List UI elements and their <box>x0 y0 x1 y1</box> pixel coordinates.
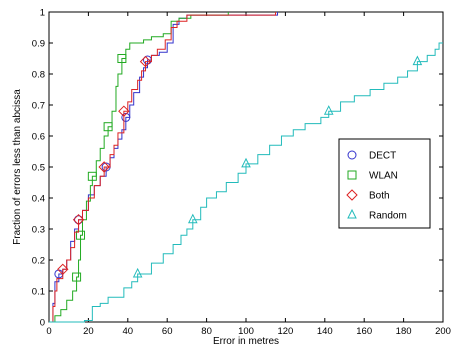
data-point-both <box>139 55 152 68</box>
x-tick-label: 60 <box>162 326 173 337</box>
legend-label-random: Random <box>369 211 407 222</box>
x-tick-label: 120 <box>277 326 293 337</box>
data-point-both <box>57 263 69 276</box>
legend-marker-wlan <box>347 170 357 180</box>
x-tick-label: 140 <box>317 326 333 337</box>
legend-marker-dect <box>347 150 357 160</box>
data-point-random <box>132 267 143 278</box>
legend-label-wlan: WLAN <box>369 171 398 182</box>
legend-marker-both <box>346 189 358 201</box>
data-point-random <box>323 105 334 115</box>
series-line-wlan <box>49 12 229 323</box>
data-point-dect <box>121 112 131 122</box>
x-tick-label: 80 <box>201 326 212 337</box>
legend: DECT WLAN Both Random <box>338 138 431 229</box>
data-point-both <box>98 161 110 173</box>
y-tick-label: 0.6 <box>32 132 45 143</box>
y-tick-label: 0.5 <box>32 163 45 174</box>
series-random <box>49 42 443 323</box>
data-point-both <box>72 213 85 226</box>
data-point-random <box>412 55 423 66</box>
y-tick-label: 0 <box>40 318 45 329</box>
data-point-both <box>118 105 130 117</box>
data-point-wlan <box>87 171 97 181</box>
axes: 0 20 40 60 80 100 120 140 160 180 200 0 0.1 0.2 0.3 0.4… <box>32 8 451 338</box>
data-point-random <box>188 213 198 224</box>
x-tick-label: 180 <box>396 326 412 337</box>
y-tick-label: 0.8 <box>32 70 45 81</box>
legend-marker-random <box>347 208 357 219</box>
series-layer <box>49 12 443 323</box>
series-line-both <box>49 12 277 323</box>
y-tick-label: 0.9 <box>32 39 45 50</box>
y-tick-label: 1 <box>40 8 45 19</box>
series-both <box>49 12 277 323</box>
x-tick-label: 20 <box>83 326 94 337</box>
data-point-wlan <box>117 54 127 63</box>
data-point-wlan <box>103 122 113 132</box>
y-tick-label: 0.4 <box>32 194 45 205</box>
y-tick-label: 0.7 <box>32 101 45 112</box>
legend-box <box>338 138 431 229</box>
data-point-random <box>241 157 251 168</box>
legend-label-both: Both <box>369 191 390 202</box>
x-tick-label: 160 <box>356 326 372 337</box>
x-tick-label: 100 <box>238 326 254 337</box>
y-axis-label: Fraction of errors less than abcissa <box>12 89 23 245</box>
x-tick-label: 0 <box>46 326 51 337</box>
legend-label-dect: DECT <box>369 151 396 162</box>
x-tick-label: 40 <box>123 326 134 337</box>
data-point-wlan <box>76 230 86 240</box>
y-tick-label: 0.3 <box>32 225 45 236</box>
y-tick-label: 0.2 <box>32 256 45 267</box>
y-tick-label: 0.1 <box>32 287 45 298</box>
x-tick-label: 200 <box>435 326 451 337</box>
x-axis-label: Error in metres <box>213 336 279 347</box>
data-point-wlan <box>72 272 82 282</box>
series-wlan <box>49 12 229 323</box>
series-line-random <box>49 42 443 323</box>
